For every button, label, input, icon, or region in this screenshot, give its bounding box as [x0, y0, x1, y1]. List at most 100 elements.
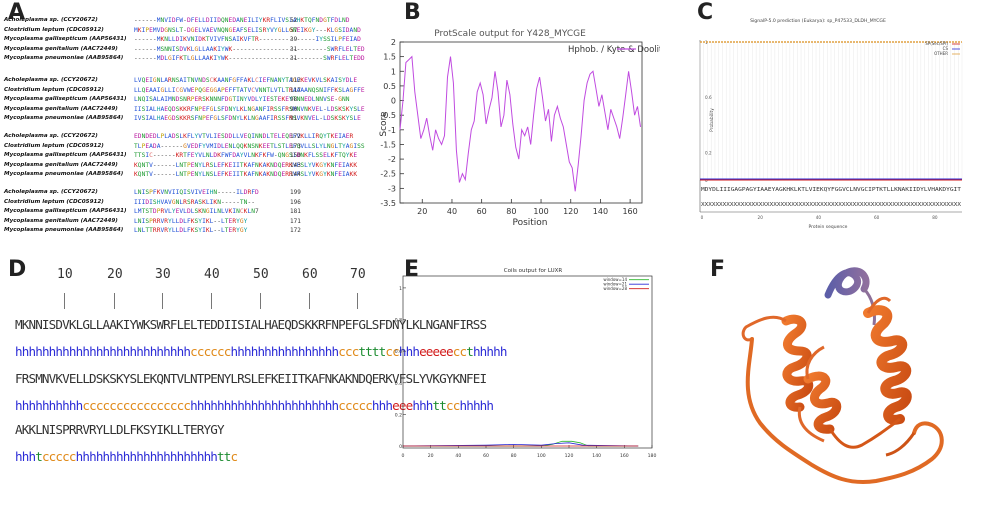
alignment-position: 143	[290, 161, 301, 169]
alignment-sequence: ------MSNNISDVKLGLLAAKIYWK--------------…	[134, 45, 365, 53]
helix-left	[741, 314, 814, 412]
coils-xtick-label: 0	[402, 453, 405, 459]
signalp-chart-panel: SignalP-5.0 prediction (Eukarya): sp_P47…	[690, 0, 1000, 240]
coils-xtick-label: 80	[511, 453, 517, 459]
ruler-number: 50	[253, 267, 269, 282]
alignment-species-name: Mycoplasma genitalium (AAC72449)	[4, 45, 118, 52]
alignment-species-name: Mycoplasma gallisepticum (AAP56431)	[4, 208, 127, 215]
protscale-xlabel: Position	[512, 218, 547, 228]
coils-xtick-label: 60	[483, 453, 489, 459]
alignment-block: Acholeplasma sp. (CCY20672) LNISPFKVNVIIQ…	[4, 188, 330, 236]
protein-sequence-line: AKKLNISPRRVRYLLDLFKSYIKLLTERYGY	[15, 422, 225, 437]
protein-3d-structure-panel	[700, 255, 1000, 513]
alignment-row: Clostridium leptum (CDC05912) IIIDISHVAVG…	[4, 198, 330, 208]
protscale-ytick-label: 0	[391, 97, 396, 106]
alignment-sequence: LNISPFKVNVIIQISVIVEIHN-----ILDRFD	[134, 189, 259, 196]
alignment-species-name: Clostridium leptum (CDC05912)	[4, 86, 104, 93]
protscale-chart-panel: ProtScale output for Y428_MYCGE Position…	[360, 0, 673, 250]
alignment-sequence: EDNDEDLPLADSLKFLYVTVLIESDDLLVEQINNDLTELE…	[134, 133, 354, 140]
protscale-frame	[399, 41, 643, 204]
alignment-position: 52	[290, 17, 298, 24]
panel-label-b: B	[404, 0, 421, 25]
protscale-ytick-label: -3	[388, 184, 396, 193]
coils-xtick-label: 40	[455, 453, 461, 459]
alignment-position: 196	[290, 198, 301, 206]
panel-label-d: D	[8, 257, 27, 282]
coils-ytick-label: 0.4	[395, 381, 402, 387]
ruler-tick	[64, 293, 65, 309]
alignment-sequence: ------MKNLLDIKVNIDKTVIVFNSAIKVFTR-------…	[134, 36, 361, 44]
alignment-block: Acholeplasma sp. (CCY20672) EDNDEDLPLADSL…	[4, 132, 365, 180]
signalp-sequence: MDYDLIIIGAGPAGYIAAEYAGKHKLKTLVIEKQYFGGVC…	[701, 187, 961, 193]
protscale-ytick-label: -1	[388, 126, 396, 135]
alignment-row: Mycoplasma gallisepticum (AAP56431) -----…	[4, 35, 361, 45]
protein-sequence-line: FRSMNVKVELLDSKSKYSLEKQNTVLNTPENYLRSLEFKE…	[15, 371, 487, 386]
alignment-position: 199	[290, 189, 301, 196]
protein-sequence-line: MKNNISDVKLGLLAAKIYWKSWRFLELTEDDIISIALHAE…	[15, 317, 487, 332]
helix-right	[863, 296, 912, 425]
alignment-row: Mycoplasma gallisepticum (AAP56431) TTSIC…	[4, 151, 357, 161]
signalp-title: SignalP-5.0 prediction (Eukarya): sp_P47…	[750, 18, 886, 24]
protscale-ytick-label: 2	[391, 38, 396, 47]
ruler-tick	[309, 293, 310, 309]
alignment-species-name: Acholeplasma sp. (CCY20672)	[4, 133, 98, 139]
sequence-alignment-panel: Acholeplasma sp. (CCY20672) ------MNVIDFW…	[0, 0, 365, 250]
ruler-number: 20	[107, 267, 123, 282]
alignment-species-name: Mycoplasma pneumoniae (AAB95864)	[4, 115, 124, 122]
alignment-species-name: Clostridium leptum (CDC05912)	[4, 26, 104, 33]
protscale-xtick-label: 40	[447, 207, 457, 216]
signalp-xtick-label: 20	[758, 215, 764, 220]
alignment-position: 57	[290, 26, 298, 34]
coils-ytick-label: 0.6	[395, 349, 402, 355]
alignment-species-name: Mycoplasma pneumoniae (AAB95864)	[4, 227, 124, 234]
alignment-sequence: LNISPRRVRYLLDLFKSYIKL--LTERYGY	[134, 217, 248, 225]
signalp-chart: SignalP-5.0 prediction (Eukarya): sp_P47…	[699, 18, 963, 230]
alignment-position: 117	[290, 86, 301, 94]
alignment-position: 91	[290, 115, 298, 123]
alignment-row: Acholeplasma sp. (CCY20672) LNISPFKVNVIIQ…	[4, 188, 330, 198]
coils-xtick-label: 180	[648, 453, 657, 459]
alignment-row: Clostridium leptum (CDC05912) MKIPEMVDGNS…	[4, 26, 361, 36]
alignment-sequence: LLQEAAIGLLICGVWEPQGEGGAPEFFTATVCVNNTLVTL…	[134, 86, 365, 94]
coils-chart: Coils output for LUXR 1 0.8 0.6 0.4 0.2 00 20 4…	[395, 268, 657, 459]
alignment-species-name: Mycoplasma genitalium (AAC72449)	[4, 217, 118, 224]
alignment-position: 150	[290, 152, 301, 160]
alignment-species-name: Acholeplasma sp. (CCY20672)	[4, 189, 98, 195]
alignment-species-name: Clostridium leptum (CDC05912)	[4, 198, 104, 205]
secondary-structure-line: hhhhhhhhhhcccccccccccccccchhhhhhhhhhhhhh…	[15, 398, 494, 413]
protscale-chart: ProtScale output for Y428_MYCGE Position…	[379, 29, 673, 228]
alignment-row: Mycoplasma pneumoniae (AAB95864) ------MD…	[4, 54, 365, 64]
panel-label-a: A	[8, 0, 26, 25]
signalp-xtick-label: 0	[701, 215, 704, 220]
coils-xtick-label: 160	[620, 453, 629, 459]
coils-title: Coils output for LUXR	[504, 268, 563, 274]
coils-ytick-label: 0.2	[395, 412, 402, 418]
alignment-row: Mycoplasma gallisepticum (AAP56431) LNQIS…	[4, 95, 349, 105]
alignment-position: 98	[290, 96, 298, 104]
coils-series-line	[402, 442, 639, 447]
coils-xtick-label: 120	[565, 453, 574, 459]
alignment-row: Mycoplasma pneumoniae (AAB95864) IVSIALHA…	[4, 114, 361, 124]
ruler-tick	[114, 293, 115, 309]
alignment-species-name: Acholeplasma sp. (CCY20672)	[4, 17, 98, 23]
ruler-number: 30	[155, 267, 171, 282]
ruler-tick	[162, 293, 163, 309]
alignment-sequence: TLPEADA------GVEDFYVMIDLENLQQKNSNKEETLST…	[134, 142, 365, 150]
protscale-title: ProtScale output for Y428_MYCGE	[434, 29, 586, 39]
alignment-block: Acholeplasma sp. (CCY20672) ------MNVIDFW…	[4, 16, 365, 64]
loop-regions	[745, 337, 944, 484]
alignment-row: Acholeplasma sp. (CCY20672) LVQEIGNLARNSA…	[4, 76, 357, 86]
ruler-number: 70	[350, 267, 366, 282]
alignment-row: Mycoplasma genitalium (AAC72449) KQNTV---…	[4, 161, 357, 171]
protscale-xtick-label: 160	[622, 207, 637, 216]
alignment-position: 31	[290, 45, 298, 53]
ruler-tick	[260, 293, 261, 309]
coils-legend-label: window=28	[603, 286, 627, 291]
alignment-sequence: LMTSTDPRVLYEVLDLSKNGILNLVKINCKLN7	[134, 208, 259, 216]
alignment-species-name: Mycoplasma genitalium (AAC72449)	[4, 161, 118, 168]
protscale-ytick-label: 1.5	[383, 53, 396, 62]
alignment-sequence: TTSIC------KRTFEYVLNLDKFWFDAYVLNKFKFW-QN…	[134, 152, 358, 160]
alignment-row: Acholeplasma sp. (CCY20672) ------MNVIDFW…	[4, 16, 349, 26]
panel-label-f: F	[710, 257, 726, 282]
protscale-ylabel: Score	[379, 111, 389, 137]
